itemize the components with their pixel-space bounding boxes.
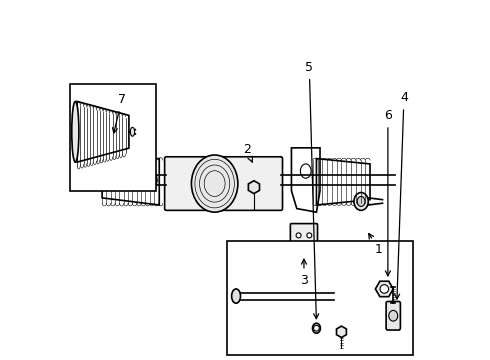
Ellipse shape [102,173,109,187]
Ellipse shape [300,164,311,178]
Bar [227,241,413,355]
Text: 3: 3 [300,259,308,287]
FancyBboxPatch shape [291,224,318,244]
FancyBboxPatch shape [386,301,400,330]
Text: 5: 5 [305,61,318,319]
Ellipse shape [192,155,238,212]
Text: 4: 4 [394,91,408,299]
Text: 1: 1 [368,234,383,256]
Text: 6: 6 [384,109,392,276]
Ellipse shape [232,289,241,303]
Circle shape [380,285,389,293]
Ellipse shape [313,323,320,333]
Ellipse shape [354,193,368,210]
Ellipse shape [72,102,79,162]
Circle shape [307,233,312,238]
FancyBboxPatch shape [165,157,283,210]
Ellipse shape [389,310,398,321]
Circle shape [314,325,319,331]
Bar [70,84,156,191]
Circle shape [296,233,301,238]
Text: 7: 7 [113,93,126,133]
Ellipse shape [151,173,157,187]
Ellipse shape [130,127,135,136]
Text: 2: 2 [243,143,252,162]
Ellipse shape [357,197,365,206]
